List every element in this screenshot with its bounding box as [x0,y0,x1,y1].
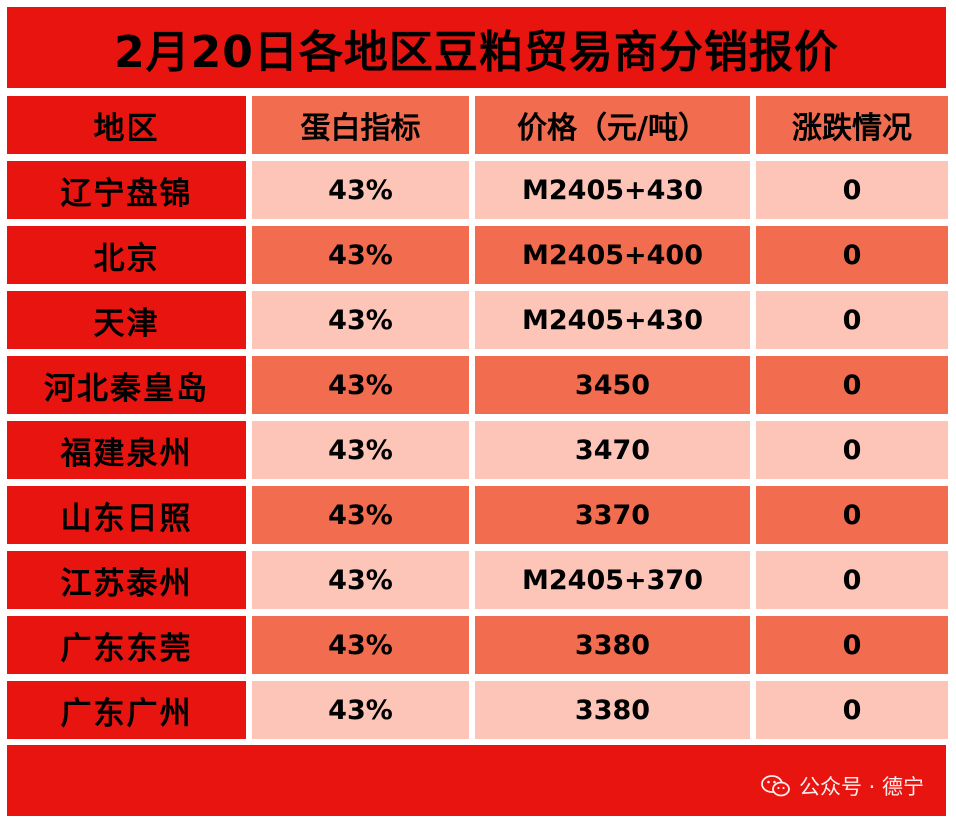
table-row-protein: 43% [252,161,469,219]
wechat-icon [761,775,790,797]
table-row-region: 山东日照 [7,486,246,544]
table-row-change: 0 [756,226,948,284]
header-region: 地区 [7,96,246,154]
table-row-region: 辽宁盘锦 [7,161,246,219]
table-row-price: 3470 [475,421,750,479]
table-row-change: 0 [756,161,948,219]
table-row-protein: 43% [252,291,469,349]
table-row-change: 0 [756,356,948,414]
table-row-price: M2405+400 [475,226,750,284]
table-row-region: 北京 [7,226,246,284]
table-row-region: 河北秦皇岛 [7,356,246,414]
table-row-price: 3380 [475,681,750,739]
table-row-protein: 43% [252,681,469,739]
table-row-change: 0 [756,486,948,544]
table-row-region: 广东东莞 [7,616,246,674]
header-change: 涨跌情况 [756,96,948,154]
price-table: 地区 蛋白指标 价格（元/吨） 涨跌情况 辽宁盘锦 43% M2405+430 … [7,96,948,739]
table-row-change: 0 [756,681,948,739]
table-row-price: M2405+370 [475,551,750,609]
table-row-price: M2405+430 [475,291,750,349]
table-row-protein: 43% [252,551,469,609]
table-row-change: 0 [756,551,948,609]
table-row-price: 3450 [475,356,750,414]
table-row-change: 0 [756,616,948,674]
table-row-price: 3380 [475,616,750,674]
header-protein: 蛋白指标 [252,96,469,154]
page-title: 2月20日各地区豆粕贸易商分销报价 [7,7,946,88]
watermark: 公众号 · 德宁 [761,771,924,801]
table-row-change: 0 [756,291,948,349]
header-price: 价格（元/吨） [475,96,750,154]
table-row-price: M2405+430 [475,161,750,219]
table-row-protein: 43% [252,616,469,674]
table-row-protein: 43% [252,486,469,544]
table-row-region: 天津 [7,291,246,349]
table-row-region: 江苏泰州 [7,551,246,609]
watermark-text: 公众号 · 德宁 [798,775,924,799]
table-row-region: 广东广州 [7,681,246,739]
table-row-price: 3370 [475,486,750,544]
table-row-protein: 43% [252,226,469,284]
table-row-protein: 43% [252,356,469,414]
table-row-change: 0 [756,421,948,479]
footer-bar: 公众号 · 德宁 [7,745,946,816]
table-row-region: 福建泉州 [7,421,246,479]
table-row-protein: 43% [252,421,469,479]
